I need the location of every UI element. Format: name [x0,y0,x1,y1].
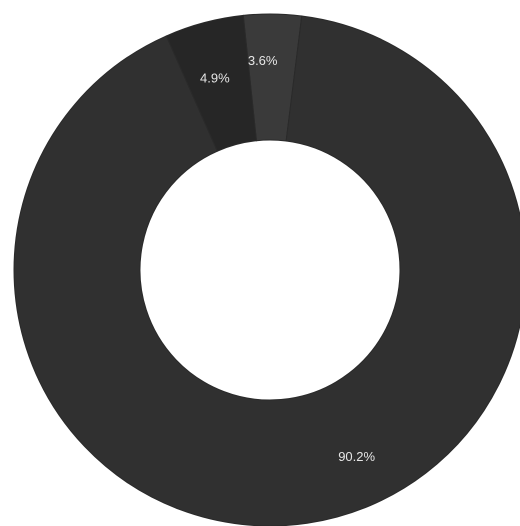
donut-slice-0 [13,15,520,526]
slice-label-1: 4.9% [200,71,230,86]
slice-label-0: 90.2% [338,449,375,464]
slice-label-2: 3.6% [248,53,278,68]
donut-slice-1 [165,14,257,152]
